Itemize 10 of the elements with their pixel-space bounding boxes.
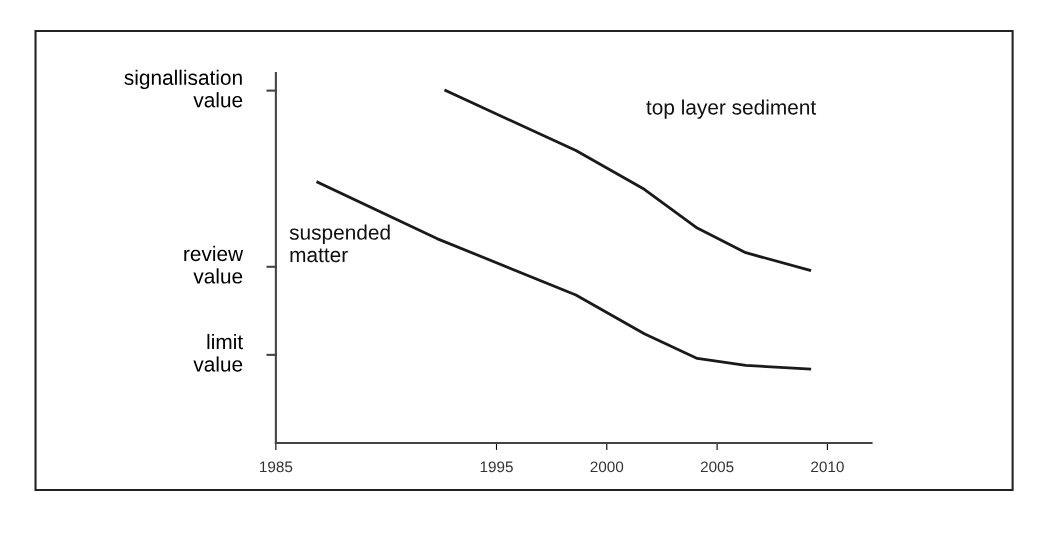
x-tick-label: 2005 <box>700 461 734 473</box>
ref-line-label: review value <box>184 245 244 284</box>
x-tick-label: 2000 <box>590 461 624 473</box>
ref-line-label: limit value <box>193 333 243 372</box>
x-tick-label: 1995 <box>480 461 513 473</box>
text: top layer sediment <box>646 99 817 119</box>
series-label: suspended matter <box>289 224 390 263</box>
ref-line-label: signallisation value <box>124 69 243 108</box>
x-tick-label: 2010 <box>811 461 844 473</box>
x-tick-label: 1985 <box>260 461 293 473</box>
